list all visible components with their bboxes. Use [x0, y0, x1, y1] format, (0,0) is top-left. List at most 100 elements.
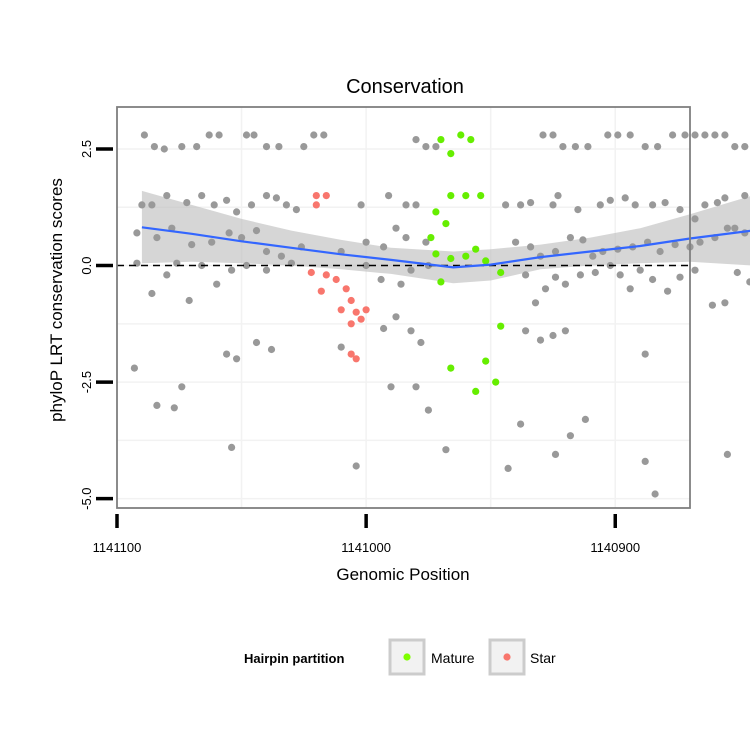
mature-point — [497, 322, 505, 330]
legend-title: Hairpin partition — [244, 651, 344, 666]
other-point — [671, 241, 679, 249]
mature-point — [427, 234, 435, 242]
other-point — [591, 268, 599, 277]
chart-title: Conservation — [346, 76, 464, 98]
other-point — [721, 131, 729, 139]
other-point — [631, 201, 639, 209]
other-point — [392, 313, 400, 321]
other-point — [723, 450, 732, 458]
other-point — [213, 280, 221, 288]
other-point — [262, 192, 271, 200]
other-point — [626, 131, 634, 139]
other-point — [701, 131, 709, 139]
other-point — [233, 208, 241, 216]
other-point — [566, 234, 575, 242]
other-point — [392, 224, 400, 232]
other-point — [731, 224, 739, 232]
mature-point — [477, 192, 485, 200]
other-point — [320, 131, 328, 139]
x-tick-label: 1140900 — [590, 540, 640, 555]
other-point — [275, 143, 283, 151]
other-point — [205, 131, 213, 139]
other-point — [272, 194, 280, 202]
star-point — [312, 201, 320, 209]
x-axis-title: Genomic Position — [336, 565, 469, 584]
other-point — [412, 383, 420, 391]
mature-point — [462, 192, 470, 200]
other-point — [138, 201, 146, 209]
other-point — [242, 261, 251, 270]
mature-point — [457, 131, 465, 139]
other-point — [531, 299, 540, 307]
mature-point — [497, 268, 505, 277]
other-point — [193, 143, 201, 151]
other-point — [424, 406, 432, 414]
smooth-line — [141, 226, 750, 269]
other-point — [140, 131, 148, 139]
legend-swatch-star — [503, 653, 511, 661]
other-point — [561, 280, 570, 288]
star-point — [352, 308, 360, 316]
other-point — [669, 131, 677, 139]
other-point — [178, 143, 186, 151]
other-point — [362, 238, 370, 246]
star-point — [347, 350, 355, 358]
other-point — [651, 490, 659, 498]
other-point — [746, 278, 750, 286]
panel-border — [116, 106, 691, 509]
other-point — [210, 201, 218, 209]
other-point — [614, 131, 622, 139]
other-point — [178, 383, 186, 391]
other-point — [641, 457, 649, 465]
other-point — [337, 343, 345, 351]
other-point — [153, 234, 161, 242]
data-points — [130, 131, 750, 498]
other-point — [352, 462, 360, 470]
other-point — [300, 143, 308, 151]
star-point — [322, 192, 330, 200]
other-point — [242, 131, 251, 139]
other-point — [741, 143, 749, 151]
other-point — [649, 201, 657, 209]
other-point — [183, 199, 191, 207]
other-point — [654, 143, 662, 151]
plot-border — [116, 106, 691, 509]
other-point — [733, 268, 741, 277]
other-point — [277, 252, 285, 260]
other-point — [208, 238, 216, 246]
star-point — [347, 320, 355, 328]
other-point — [517, 420, 525, 428]
other-point — [536, 336, 545, 344]
other-point — [579, 236, 587, 244]
star-point — [347, 296, 355, 305]
other-point — [559, 143, 567, 151]
other-point — [170, 404, 178, 412]
other-point — [741, 192, 749, 200]
other-point — [422, 143, 430, 151]
star-point — [357, 315, 365, 323]
other-point — [554, 192, 562, 200]
other-point — [604, 131, 612, 139]
mature-point — [432, 208, 440, 216]
other-point — [551, 247, 560, 256]
other-point — [731, 143, 739, 151]
star-point — [332, 275, 340, 284]
y-tick-label: -2.5 — [79, 371, 94, 393]
other-point — [574, 206, 582, 214]
other-point — [621, 194, 629, 202]
other-point — [385, 192, 393, 200]
other-point — [267, 345, 276, 354]
other-point — [581, 415, 590, 423]
other-point — [721, 194, 729, 202]
other-point — [511, 238, 520, 246]
other-point — [310, 131, 318, 139]
other-point — [549, 131, 557, 139]
other-point — [691, 131, 699, 139]
other-point — [616, 271, 624, 279]
other-point — [133, 229, 141, 237]
other-point — [387, 383, 395, 391]
other-point — [402, 234, 410, 242]
other-point — [215, 131, 223, 139]
mature-point — [472, 387, 480, 395]
